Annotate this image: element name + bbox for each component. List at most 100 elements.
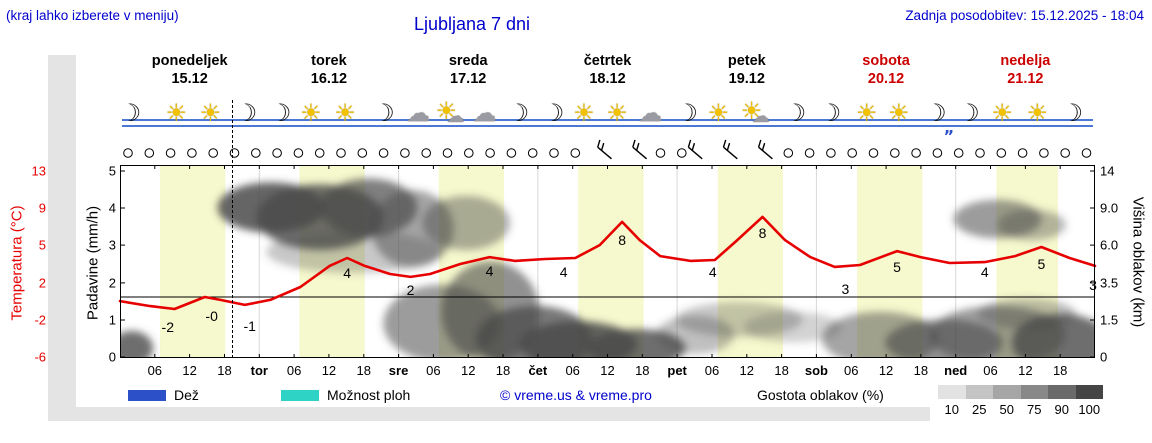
day-date: 16.12 (310, 71, 348, 87)
day-name: nedelja (1000, 53, 1051, 69)
cloud-icon: ☁ (446, 106, 465, 127)
precipitation-axis-label: Padavine (mm/h) (84, 205, 102, 321)
cloud-height-axis-tick: 14 (1100, 163, 1115, 179)
x-axis-tick: 12 (321, 363, 337, 378)
x-axis-tick: 18 (774, 363, 789, 378)
cloud-density-scale-value: 100 (1078, 402, 1101, 417)
precipitation-axis-tick: 0 (108, 349, 116, 365)
day-date: 19.12 (728, 71, 765, 87)
day-name: sreda (448, 53, 488, 69)
temperature-axis-label: Temperatura (°C) (8, 205, 26, 321)
x-axis-tick: 18 (217, 363, 232, 378)
x-axis-tick: 18 (1052, 363, 1068, 378)
moon-icon: ☽ (507, 99, 530, 127)
temperature-axis-tick: 5 (38, 237, 46, 253)
x-axis-tick: ned (944, 363, 968, 378)
cloud-density-scale-cell (1020, 385, 1048, 399)
cloud-icon: ☁ (472, 99, 497, 127)
day-date: 17.12 (450, 71, 487, 87)
cloud-cover-symbol-row (123, 139, 1092, 160)
moon-icon: ☽ (542, 99, 565, 127)
sun-icon: ☀ (165, 99, 188, 127)
day-name: ponedeljek (151, 53, 228, 69)
moon-icon: ☽ (784, 99, 807, 127)
temperature-value-label: -1 (243, 318, 256, 335)
moon-icon: ☽ (235, 99, 258, 127)
x-axis-tick: 12 (182, 363, 197, 378)
cloud-density-scale-cell (1048, 385, 1076, 399)
temperature-value-label: 5 (1037, 256, 1046, 273)
x-axis-tick: 06 (844, 363, 859, 378)
cloud-density-scale-value: 90 (1054, 402, 1069, 417)
day-header: ponedeljek 15.12 (152, 52, 228, 88)
x-axis-tick: 12 (878, 363, 894, 378)
sun-icon: ☀ (300, 99, 322, 127)
rain-swatch (128, 390, 166, 401)
menu-hint: (kraj lahko izberete v meniju) (6, 8, 179, 23)
showers-legend-label: Možnost ploh (327, 387, 411, 403)
temperature-axis-tick: -6 (34, 349, 46, 365)
temperature-value-label: 3 (841, 280, 850, 297)
cloud-height-axis-label: Višina oblakov (km) (1129, 196, 1147, 328)
sun-icon: ☀ (334, 99, 356, 127)
cloud-icon: ☁ (638, 99, 663, 127)
day-header: torek 16.12 (311, 52, 347, 88)
temperature-value-label: -0 (205, 307, 218, 324)
sun-icon: ☀ (740, 97, 763, 125)
rain-legend-label: Dež (174, 387, 199, 403)
sun-icon: ☀ (888, 99, 910, 127)
temperature-value-label: 4 (708, 264, 717, 281)
temperature-value-label: 3 (1089, 276, 1097, 293)
cloud-height-axis-tick: 9.0 (1100, 200, 1119, 216)
x-axis-tick: 18 (635, 363, 650, 378)
day-name: petek (727, 53, 766, 69)
x-axis-tick: 06 (426, 363, 441, 378)
temperature-value-label: 8 (758, 224, 767, 241)
day-date: 20.12 (867, 71, 905, 87)
x-axis-tick: 18 (495, 363, 511, 378)
day-date: 18.12 (589, 71, 626, 87)
x-axis-tick: 12 (739, 363, 755, 378)
temperature-value-label: 4 (980, 264, 989, 281)
cloud-height-axis-tick: 6.0 (1100, 237, 1119, 253)
day-header: četrtek 18.12 (584, 52, 632, 88)
x-axis-tick: 12 (1018, 363, 1033, 378)
temperature-value-label: 4 (485, 263, 494, 280)
cloud-density-scale-value: 25 (972, 402, 987, 417)
page-title: Ljubljana 7 dni (413, 14, 531, 34)
cloud-density-scale-value: 75 (1027, 402, 1042, 417)
cloud-density-scale-cell (938, 385, 966, 399)
precipitation-axis-tick: 1 (108, 312, 116, 328)
cloud-density-scale-value: 50 (999, 402, 1014, 417)
fog-strata-line (122, 119, 1093, 127)
showers-swatch (281, 390, 319, 401)
moon-icon: ☽ (373, 99, 395, 127)
cloud-density-scale-cell (993, 385, 1021, 399)
copyright-link[interactable]: © vreme.us & vreme.pro (500, 387, 652, 403)
moon-icon: ☽ (676, 99, 698, 127)
x-axis-tick: 06 (704, 363, 720, 378)
temperature-value-label: 4 (343, 265, 352, 282)
sun-icon: ☀ (855, 99, 878, 127)
cloud-density-scale-cell (965, 385, 993, 399)
x-axis-tick: tor (250, 363, 268, 378)
x-axis-tick: 06 (286, 363, 302, 378)
x-axis-tick: 12 (460, 363, 476, 378)
cloud-icon: ☁ (751, 106, 770, 127)
sun-icon: ☀ (199, 99, 222, 127)
x-axis-tick: 06 (147, 363, 163, 378)
day-header: sreda 17.12 (449, 52, 488, 88)
day-name: torek (311, 53, 347, 69)
x-axis-tick: 18 (913, 363, 929, 378)
cloud-density-scale-value: 10 (944, 402, 959, 417)
cloud-icon: ☁ (406, 99, 431, 127)
precipitation-axis-tick: 3 (108, 237, 116, 253)
day-header: sobota 20.12 (862, 52, 910, 88)
moon-icon: ☽ (958, 99, 980, 127)
x-axis-tick: 06 (565, 363, 580, 378)
sun-icon: ☀ (991, 99, 1013, 127)
temperature-axis-tick: 2 (38, 275, 46, 291)
x-axis-tick: pet (667, 363, 687, 378)
x-axis-tick: sre (388, 363, 409, 378)
